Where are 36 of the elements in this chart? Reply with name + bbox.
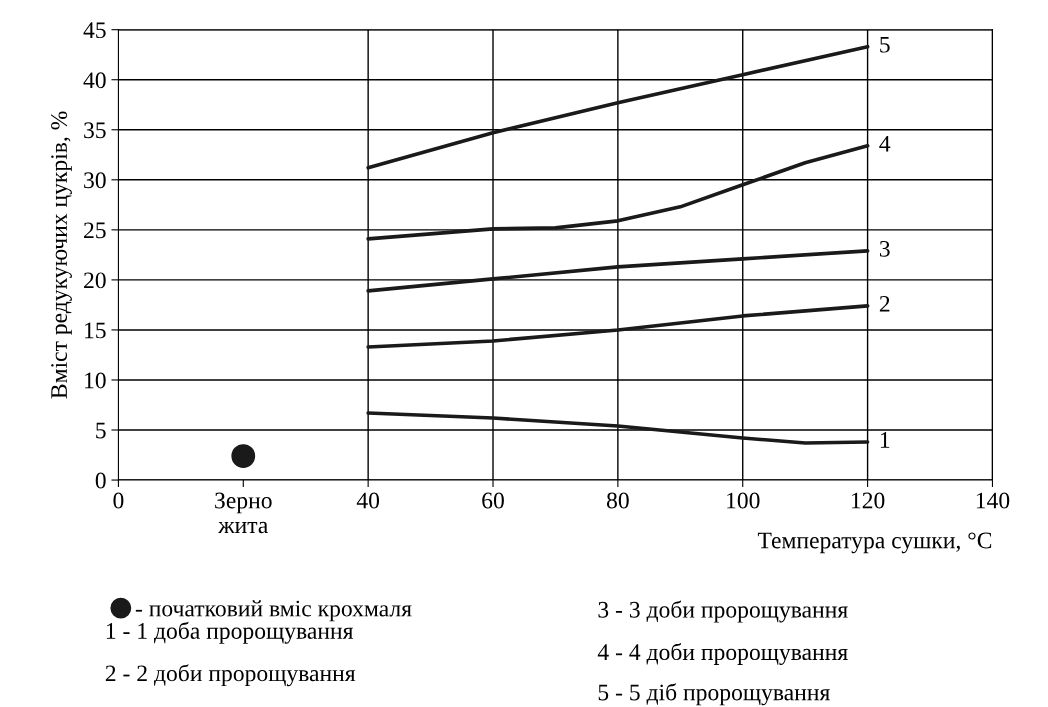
series-label: 5 [880, 36, 890, 53]
legend-label: - початковий вміс крохмаля [135, 600, 412, 622]
y-tick-label: 30 [84, 172, 106, 189]
y-tick-label: 15 [85, 322, 106, 339]
x-tick-label: 80 [606, 492, 629, 509]
x-tick-label: 140 [976, 492, 1010, 509]
y-tick-label: 5 [96, 422, 106, 439]
text: 5 - 5 діб пророщування [598, 683, 830, 706]
text: 4 - 4 доби пророщування [597, 642, 848, 665]
x-tick-label: 0 [113, 492, 124, 509]
x-tick-label: 40 [356, 492, 380, 509]
line-series [366, 249, 870, 293]
x-axis-title: Температура сушки, °C [757, 532, 992, 554]
line-series [366, 304, 870, 349]
series-label: 2 [879, 295, 890, 312]
y-tick-label: 40 [83, 72, 106, 89]
text: 2 - 2 доби пророщування [105, 664, 356, 687]
line-series [366, 44, 870, 170]
x-tick-label: 60 [482, 492, 504, 509]
y-tick-label: 35 [84, 122, 106, 139]
series-label: 4 [879, 135, 891, 152]
x-tick-label: 120 [851, 492, 885, 509]
line-series [366, 143, 870, 241]
y-tick-label: 0 [95, 472, 106, 489]
series-label: 3 [879, 240, 890, 257]
line-series [366, 411, 870, 445]
series-label: 1 [880, 432, 890, 448]
y-tick-label: 20 [84, 272, 106, 289]
y-axis-title: Вміст редукуючих цукрів, % [51, 111, 72, 399]
y-tick-label: 45 [83, 22, 106, 39]
text: 1 - 1 доба пророщування [106, 621, 354, 644]
y-tick-label: 25 [84, 222, 106, 239]
y-tick-label: 10 [85, 372, 106, 389]
text: 3 - 3 доби пророщування [598, 600, 848, 623]
x-tick-label: 100 [727, 492, 760, 509]
x-tick-label: Зерно жита [215, 492, 272, 534]
